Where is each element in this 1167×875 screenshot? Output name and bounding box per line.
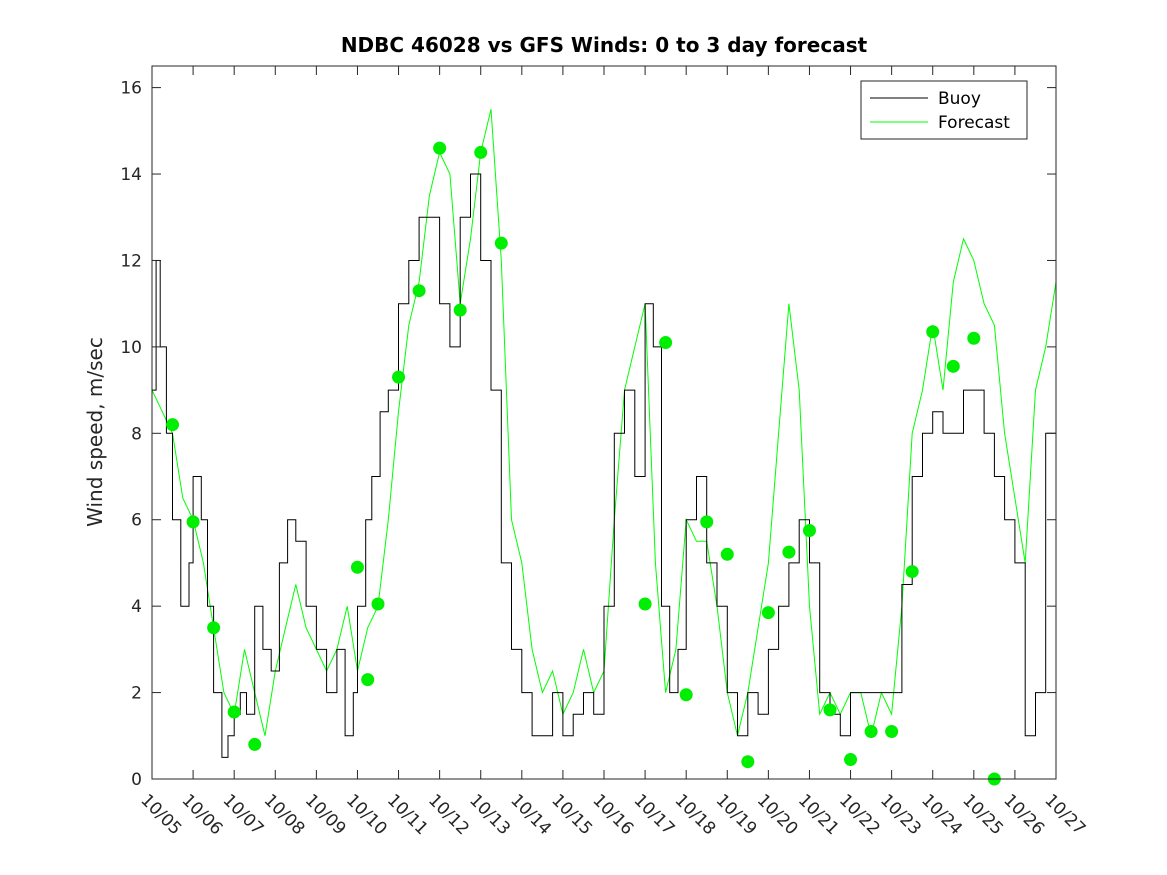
forecast-marker	[926, 325, 940, 339]
forecast-marker	[350, 560, 364, 574]
legend-box	[860, 80, 1028, 140]
y-tick-label: 4	[131, 597, 142, 617]
y-tick-label: 14	[120, 165, 142, 185]
y-tick-label: 6	[131, 511, 142, 531]
plot-series	[151, 109, 1057, 786]
y-tick-label: 2	[131, 684, 142, 704]
forecast-marker	[700, 515, 714, 529]
forecast-marker	[967, 331, 981, 345]
forecast-marker	[248, 737, 262, 751]
forecast-marker	[412, 284, 426, 298]
forecast-marker	[392, 370, 406, 384]
buoy-line	[152, 173, 1056, 758]
y-tick-label: 16	[120, 79, 142, 99]
forecast-marker	[638, 597, 652, 611]
forecast-marker	[679, 688, 693, 702]
forecast-marker	[659, 336, 673, 350]
forecast-marker	[494, 236, 508, 250]
legend-label-forecast: Forecast	[938, 113, 1010, 133]
forecast-marker	[186, 515, 200, 529]
forecast-marker	[864, 724, 878, 738]
forecast-marker	[905, 565, 919, 579]
legend-label-buoy: Buoy	[938, 89, 981, 109]
forecast-marker	[453, 303, 467, 317]
forecast-marker	[474, 145, 488, 159]
forecast-marker	[371, 597, 385, 611]
forecast-marker	[844, 753, 858, 767]
forecast-marker	[761, 606, 775, 620]
forecast-marker	[207, 621, 221, 635]
forecast-marker	[720, 547, 734, 561]
forecast-marker	[823, 703, 837, 717]
forecast-marker	[433, 141, 447, 155]
y-axis-label: Wind speed, m/sec	[83, 337, 107, 527]
forecast-marker	[166, 418, 180, 432]
forecast-marker	[741, 755, 755, 769]
legend: Buoy Forecast	[860, 80, 1028, 140]
forecast-marker	[946, 359, 960, 373]
chart-title: NDBC 46028 vs GFS Winds: 0 to 3 day fore…	[341, 33, 868, 57]
forecast-marker	[885, 724, 899, 738]
y-tick-label: 8	[131, 424, 142, 444]
y-tick-label: 0	[131, 770, 142, 790]
forecast-marker	[361, 673, 375, 687]
y-tick-label: 10	[120, 338, 142, 358]
forecast-marker	[802, 524, 816, 538]
y-tick-label: 12	[120, 251, 142, 271]
forecast-marker	[227, 705, 241, 719]
forecast-marker	[782, 545, 796, 559]
